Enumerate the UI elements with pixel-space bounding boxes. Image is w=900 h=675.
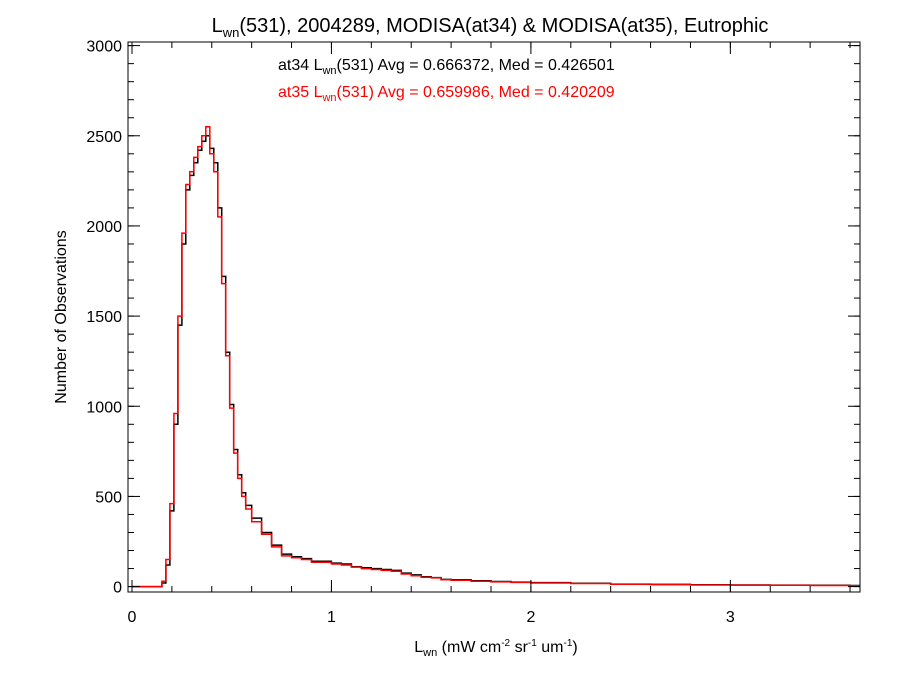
y-tick-label: 3000 [86,39,122,56]
y-tick-label: 2500 [86,129,122,146]
x-tick-label: 0 [128,609,137,626]
legend-at35-sub: wn [321,92,336,104]
chart-title-main: L [212,15,223,37]
y-tick-label: 1500 [86,309,122,326]
y-tick-label: 0 [113,580,122,597]
x-tick-label: 3 [726,609,735,626]
x-label-p3: um [537,639,564,656]
plot-frame [127,41,861,593]
chart-title-rest: (531), 2004289, MODISA(at34) & MODISA(at… [239,15,768,37]
x-label-sup2: -1 [528,638,537,649]
legend-at34-post: (531) Avg = 0.666372, Med = 0.426501 [337,57,615,74]
chart-title: Lwn(531), 2004289, MODISA(at34) & MODISA… [212,15,769,40]
legend-at35-pre: at35 L [278,84,323,101]
y-tick-label: 2000 [86,219,122,236]
x-label-sup3: -1 [563,638,572,649]
legend-at35-post: (531) Avg = 0.659986, Med = 0.420209 [337,84,615,101]
x-axis: 0 1 2 3 [128,42,851,626]
legend-entry-at34: at34 Lwn(531) Avg = 0.666372, Med = 0.42… [278,57,615,77]
x-label-sub: wn [422,647,437,659]
legend-at34-sub: wn [321,65,336,77]
x-axis-label: Lwn (mW cm-2 sr-1 um-1) [414,638,577,659]
x-label-p4: ) [572,639,577,656]
x-label-sup1: -2 [501,638,510,649]
chart-title-sub: wn [222,25,240,40]
y-tick-label: 1000 [86,399,122,416]
y-tick-label: 500 [95,489,122,506]
y-axis: 0 500 1000 1500 2000 2500 3000 [86,39,860,597]
series-layer [132,126,860,588]
y-axis-label: Number of Observations [53,230,70,403]
x-label-main: L [414,639,423,656]
legend-at34-pre: at34 L [278,57,323,74]
series-line-1 [132,126,860,588]
x-tick-label: 1 [327,609,336,626]
x-label-p2: sr [510,639,528,656]
legend-entry-at35: at35 Lwn(531) Avg = 0.659986, Med = 0.42… [278,84,615,104]
x-tick-label: 2 [526,609,535,626]
x-label-p1: (mW cm [437,639,501,656]
